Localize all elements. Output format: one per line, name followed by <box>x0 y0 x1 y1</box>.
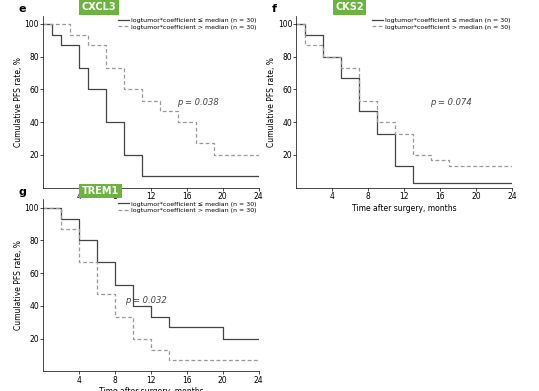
X-axis label: Time after surgery, months: Time after surgery, months <box>352 204 457 213</box>
Text: p = 0.074: p = 0.074 <box>430 98 472 107</box>
Y-axis label: Cumulative PFS rate, %: Cumulative PFS rate, % <box>14 240 23 330</box>
Legend: logtumor*coefficient ≤ median (n = 30), logtumor*coefficient > median (n = 30): logtumor*coefficient ≤ median (n = 30), … <box>371 17 511 30</box>
Legend: logtumor*coefficient ≤ median (n = 30), logtumor*coefficient > median (n = 30): logtumor*coefficient ≤ median (n = 30), … <box>118 17 258 30</box>
Text: e: e <box>19 4 26 14</box>
Text: g: g <box>19 187 27 197</box>
Text: f: f <box>272 4 277 14</box>
Text: CKS2: CKS2 <box>335 2 364 12</box>
Legend: logtumor*coefficient ≤ median (n = 30), logtumor*coefficient > median (n = 30): logtumor*coefficient ≤ median (n = 30), … <box>118 201 258 214</box>
X-axis label: Time after surgery, months: Time after surgery, months <box>99 204 203 213</box>
Text: p = 0.032: p = 0.032 <box>125 296 167 305</box>
Text: CXCL3: CXCL3 <box>82 2 116 12</box>
X-axis label: Time after surgery, months: Time after surgery, months <box>99 387 203 391</box>
Y-axis label: Cumulative PFS rate, %: Cumulative PFS rate, % <box>14 57 23 147</box>
Y-axis label: Cumulative PFS rate, %: Cumulative PFS rate, % <box>267 57 277 147</box>
Text: p = 0.038: p = 0.038 <box>177 98 218 107</box>
Text: TREM1: TREM1 <box>82 186 119 196</box>
